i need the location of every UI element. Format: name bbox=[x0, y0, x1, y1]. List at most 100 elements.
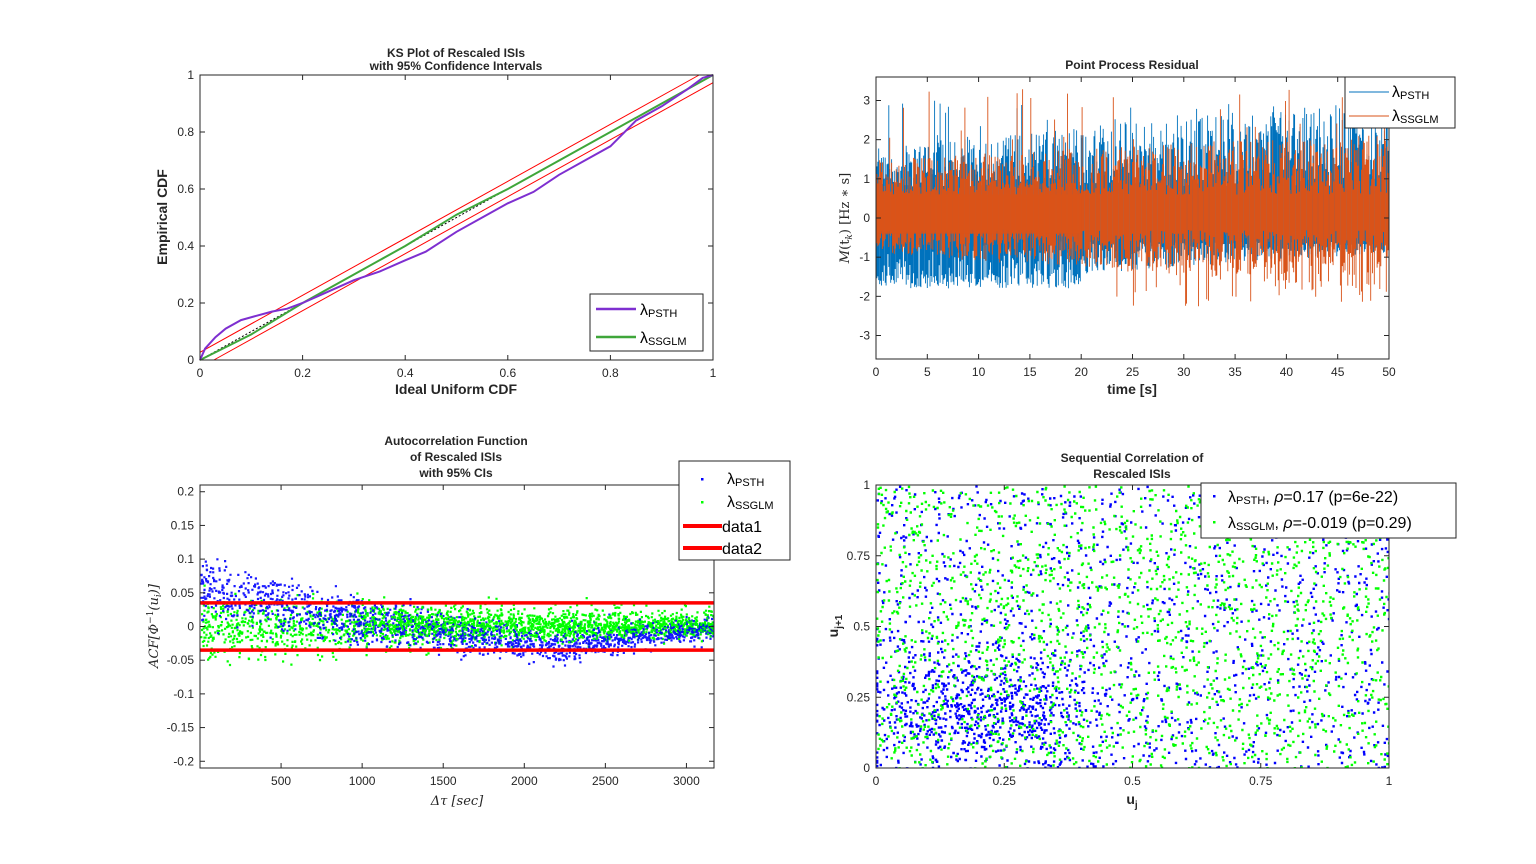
x-tick-label: 2500 bbox=[592, 774, 619, 788]
y-tick-label: -0.15 bbox=[167, 721, 195, 735]
residual-legend-psth-label: λPSTH bbox=[1392, 84, 1429, 102]
x-tick-label: 3000 bbox=[673, 774, 700, 788]
y-tick-label: 0.5 bbox=[853, 620, 870, 634]
y-tick-label: 0.2 bbox=[177, 296, 194, 310]
x-tick-label: 5 bbox=[924, 365, 931, 379]
y-tick-label: 0 bbox=[863, 211, 870, 225]
x-tick-label: 10 bbox=[972, 365, 986, 379]
seq-legend-psth-marker bbox=[1213, 495, 1216, 498]
y-tick-label: 0.8 bbox=[177, 125, 194, 139]
seq-legend-box bbox=[1200, 482, 1457, 539]
y-tick-label: 0.4 bbox=[177, 239, 194, 253]
x-tick-label: 2000 bbox=[511, 774, 538, 788]
x-tick-label: 0.75 bbox=[1249, 774, 1273, 788]
seq-legend-ssglm-marker bbox=[1213, 521, 1216, 524]
y-tick-label: -0.05 bbox=[167, 653, 195, 667]
y-tick-label: 1 bbox=[863, 172, 870, 186]
x-tick-label: 0.8 bbox=[602, 366, 619, 380]
residual-marks bbox=[876, 89, 1389, 307]
acf-legend-data1-label: data1 bbox=[722, 519, 762, 536]
x-tick-label: 40 bbox=[1280, 365, 1294, 379]
y-tick-label: 3 bbox=[863, 94, 870, 108]
x-tick-label: 0.2 bbox=[294, 366, 311, 380]
y-tick-label: 0.25 bbox=[847, 690, 871, 704]
seq-legend-psth-label: λPSTH, ρ=0.17 (p=6e-22) bbox=[1228, 489, 1398, 507]
x-tick-label: 20 bbox=[1075, 365, 1089, 379]
ks-series-psth bbox=[199, 74, 714, 361]
acf-legend-psth-marker bbox=[701, 478, 704, 481]
y-tick-label: 0.6 bbox=[177, 182, 194, 196]
seq-legend: λPSTH, ρ=0.17 (p=6e-22) λSSGLM, ρ=-0.019… bbox=[1200, 482, 1457, 539]
ks-xlabel: Ideal Uniform CDF bbox=[395, 381, 518, 397]
seq-plot: Sequential Correlation of Rescaled ISIs … bbox=[825, 451, 1457, 811]
seq-ylabel: uj+1 bbox=[825, 614, 845, 637]
seq-ticks: 0 0.25 0.5 0.75 1 0 0.25 0.5 0.75 1 bbox=[847, 478, 1393, 788]
residual-plot: Point Process Residual 0 5 10 15 20 25 30 35 40 4… bbox=[838, 58, 1456, 397]
ks-ylabel: Empirical CDF bbox=[154, 169, 170, 265]
ks-title-line1: KS Plot of Rescaled ISIs bbox=[387, 46, 525, 60]
y-tick-label: 0.2 bbox=[177, 485, 194, 499]
x-tick-label: 30 bbox=[1177, 365, 1191, 379]
acf-title-line2: of Rescaled ISIs bbox=[410, 450, 502, 464]
x-tick-label: 1500 bbox=[430, 774, 457, 788]
x-tick-label: 45 bbox=[1331, 365, 1345, 379]
x-tick-label: 1000 bbox=[349, 774, 376, 788]
y-tick-label: 2 bbox=[863, 133, 870, 147]
ks-upper-ci-line bbox=[199, 74, 700, 353]
residual-title: Point Process Residual bbox=[1065, 58, 1198, 72]
residual-ssglm-core-band bbox=[876, 194, 1082, 234]
ks-legend: λPSTH λSSGLM bbox=[589, 293, 704, 352]
acf-legend-data2-label: data2 bbox=[722, 541, 762, 558]
residual-ticks: 0 5 10 15 20 25 30 35 40 45 50 -3 -2 -1 0 1 2 3 bbox=[859, 77, 1396, 379]
ks-legend-ssglm-label: λSSGLM bbox=[640, 330, 687, 348]
seq-marks bbox=[876, 485, 1389, 768]
x-tick-label: 0 bbox=[873, 774, 880, 788]
y-tick-label: -3 bbox=[859, 329, 870, 343]
acf-legend-ssglm-label: λSSGLM bbox=[727, 494, 774, 512]
acf-legend-psth-label: λPSTH bbox=[727, 471, 764, 489]
y-tick-label: 1 bbox=[187, 68, 194, 82]
ks-lower-ci-line bbox=[213, 82, 714, 361]
y-tick-label: 0.15 bbox=[171, 518, 195, 532]
ks-series-ssglm bbox=[199, 74, 714, 361]
residual-legend-box bbox=[1344, 76, 1456, 129]
acf-legend-box bbox=[678, 460, 791, 561]
acf-title-line3: with 95% CIs bbox=[418, 466, 493, 480]
x-tick-label: 1 bbox=[710, 366, 717, 380]
ks-legend-psth-label: λPSTH bbox=[640, 302, 677, 320]
acf-legend: λPSTH λSSGLM data1 data2 bbox=[678, 460, 791, 561]
acf-series-ssglm-points-overlay bbox=[362, 596, 714, 650]
x-tick-label: 0.6 bbox=[499, 366, 516, 380]
residual-ylabel: M(tk) [Hz ∗ s] bbox=[838, 173, 855, 264]
acf-xlabel: Δτ [sec] bbox=[430, 794, 484, 809]
y-tick-label: 0 bbox=[187, 620, 194, 634]
x-tick-label: 0 bbox=[873, 365, 880, 379]
x-tick-label: 0.5 bbox=[1124, 774, 1141, 788]
seq-title-line2: Rescaled ISIs bbox=[1093, 467, 1171, 481]
seq-legend-ssglm-label: λSSGLM, ρ=-0.019 (p=0.29) bbox=[1228, 515, 1412, 533]
x-tick-label: 35 bbox=[1228, 365, 1242, 379]
acf-marks bbox=[200, 558, 714, 668]
seq-title-line1: Sequential Correlation of bbox=[1061, 451, 1205, 465]
y-tick-label: 0 bbox=[863, 761, 870, 775]
x-tick-label: 0 bbox=[197, 366, 204, 380]
y-tick-label: 0 bbox=[187, 353, 194, 367]
acf-plot: Autocorrelation Function of Rescaled ISI… bbox=[146, 434, 791, 809]
y-tick-label: -0.2 bbox=[173, 754, 194, 768]
y-tick-label: -0.1 bbox=[173, 687, 194, 701]
y-tick-label: 0.75 bbox=[847, 549, 871, 563]
acf-series-psth-points bbox=[200, 558, 714, 668]
y-tick-label: 0.05 bbox=[171, 586, 195, 600]
acf-ylabel: ACF[Φ−1(ui)] bbox=[146, 583, 164, 669]
y-tick-label: 1 bbox=[863, 478, 870, 492]
x-tick-label: 0.25 bbox=[993, 774, 1017, 788]
residual-legend-ssglm-label: λSSGLM bbox=[1392, 108, 1439, 126]
seq-series-psth-points bbox=[876, 485, 1389, 768]
ks-legend-box bbox=[589, 293, 704, 352]
x-tick-label: 25 bbox=[1126, 365, 1140, 379]
residual-xlabel: time [s] bbox=[1107, 381, 1157, 397]
acf-legend-ssglm-marker bbox=[701, 501, 704, 504]
x-tick-label: 500 bbox=[271, 774, 291, 788]
seq-xlabel: uj bbox=[1126, 791, 1138, 811]
